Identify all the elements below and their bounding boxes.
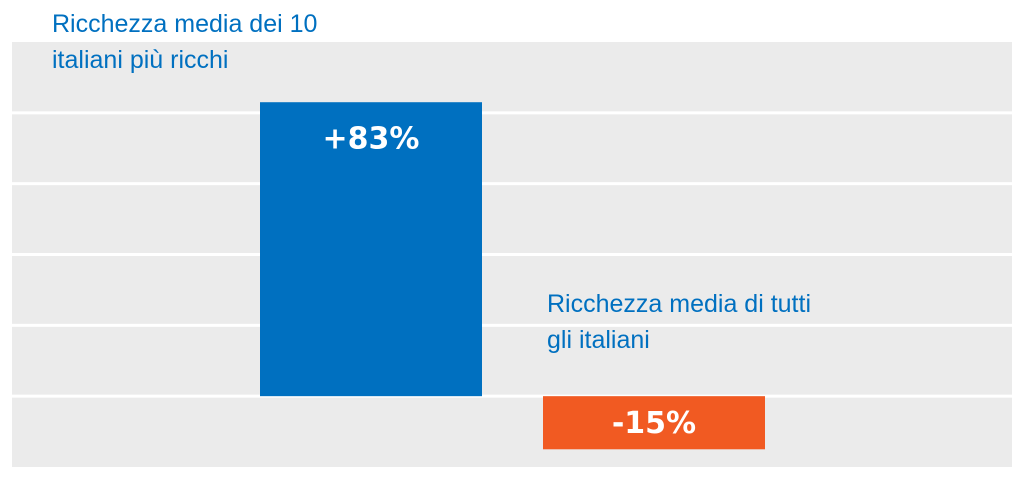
category-label: Ricchezza media dei 10 italiani più ricc…: [52, 10, 318, 74]
value-label: +83%: [323, 122, 420, 157]
bar: [543, 396, 765, 450]
value-label: -15%: [612, 406, 696, 441]
category-label: Ricchezza media di tutti gli italiani: [547, 290, 812, 354]
bar: [260, 102, 482, 397]
